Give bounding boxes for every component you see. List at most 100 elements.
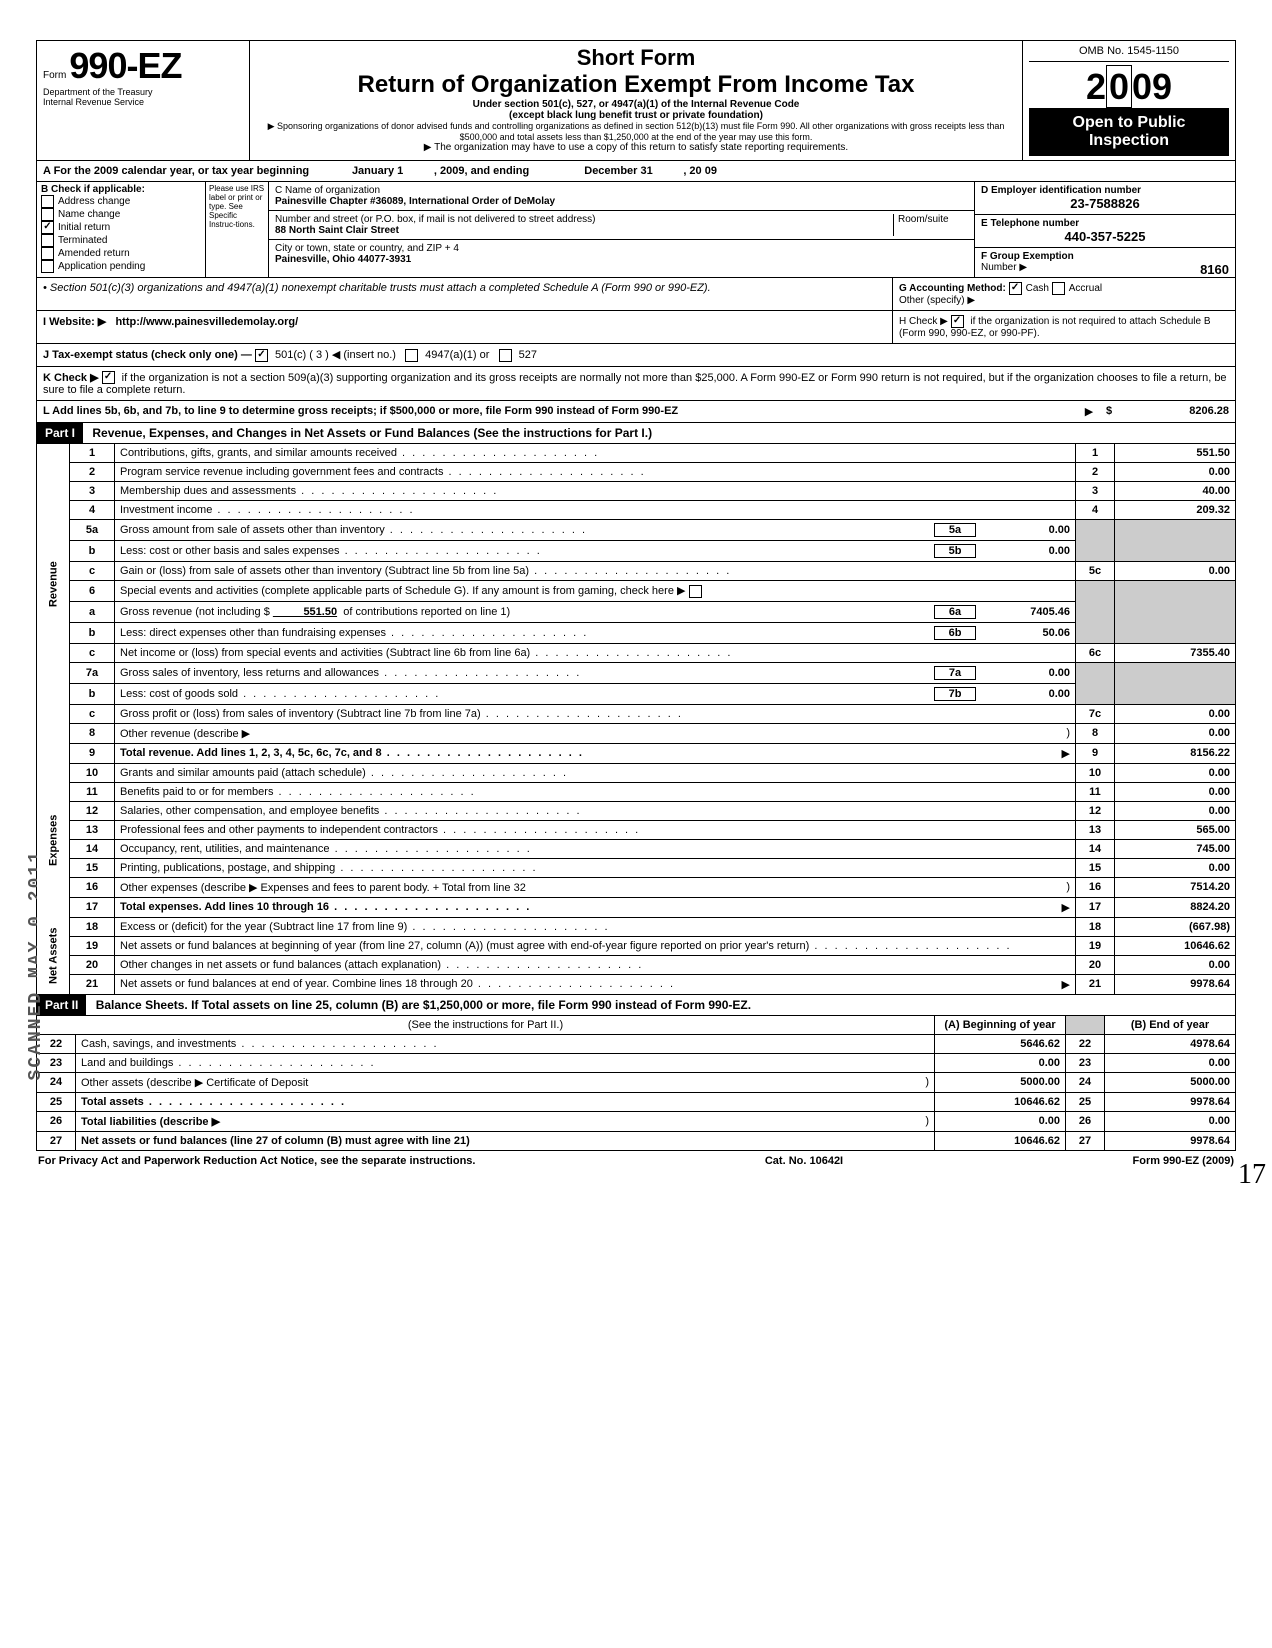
open-public-text: Open to Public [1073,114,1186,131]
cb-initial[interactable] [41,221,54,234]
r23-a: 0.00 [935,1053,1066,1072]
cb-pending[interactable] [41,260,54,273]
l-arrow: ▶ [1079,405,1099,418]
ln-18-desc: Excess or (deficit) for the year (Subtra… [120,921,610,933]
ln-8-val: 0.00 [1115,723,1236,743]
omb-number: OMB No. 1545-1150 [1029,45,1229,62]
part1-table: Revenue 1 Contributions, gifts, grants, … [36,444,1236,995]
cb-gaming[interactable] [689,585,702,598]
header-center: Short Form Return of Organization Exempt… [250,41,1023,160]
r22-b: 4978.64 [1105,1034,1236,1053]
r23-desc: Land and buildings [81,1057,376,1069]
bullet-g-row: • Section 501(c)(3) organizations and 49… [36,278,1236,311]
ln-11-val: 0.00 [1115,782,1236,801]
ln-6c-val: 7355.40 [1115,643,1236,662]
r25-desc: Total assets [81,1096,346,1108]
i-cell: I Website: ▶ http://www.painesvilledemol… [37,311,892,343]
f-cell: F Group Exemption Number ▶ 8160 [975,248,1235,276]
section-bcdef: B Check if applicable: Address change Na… [36,182,1236,278]
ln-5a-bv: 0.00 [980,524,1070,536]
subtitle2: (except black lung benefit trust or priv… [256,110,1016,121]
ln-16-val: 7514.20 [1115,877,1236,897]
footer-privacy: For Privacy Act and Paperwork Reduction … [38,1155,475,1167]
city-label: City or town, state or country, and ZIP … [275,243,968,254]
col-b: B Check if applicable: Address change Na… [37,182,206,277]
ln-1-desc: Contributions, gifts, grants, and simila… [120,447,599,459]
cb-k[interactable] [102,371,115,384]
f-number-label: Number ▶ [981,262,1027,273]
ln-7a-desc: Gross sales of inventory, less returns a… [120,667,930,679]
ln-6b-desc: Less: direct expenses other than fundrai… [120,627,930,639]
cb-cash[interactable] [1009,282,1022,295]
ln-1-box: 1 [1076,444,1115,463]
f-number: 8160 [1200,262,1229,277]
cb-amended[interactable] [41,247,54,260]
cb-j3[interactable] [499,349,512,362]
form-number: 990-EZ [69,45,181,86]
org-name: Painesville Chapter #36089, Internationa… [275,196,968,207]
b-item-2: Initial return [58,222,110,233]
b-item-5: Application pending [58,261,145,272]
h-text1: H Check ▶ [899,316,948,327]
r27-desc: Net assets or fund balances (line 27 of … [81,1135,470,1147]
cb-j2[interactable] [405,349,418,362]
ln-15-desc: Printing, publications, postage, and shi… [120,862,538,874]
f-label: F Group Exemption [981,251,1229,262]
ln-13-desc: Professional fees and other payments to … [120,824,640,836]
cb-address[interactable] [41,195,54,208]
ln-12-val: 0.00 [1115,801,1236,820]
footer-cat: Cat. No. 10642I [765,1155,843,1167]
j-row: J Tax-exempt status (check only one) — 5… [36,344,1236,367]
ln-3-val: 40.00 [1115,482,1236,501]
part2-header: Part II Balance Sheets. If Total assets … [36,995,1236,1016]
street-value: 88 North Saint Clair Street [275,225,889,236]
inspection-text: Inspection [1089,132,1169,149]
ln-16-desc: Other expenses (describe ▶ Expenses and … [120,882,526,894]
ln-20-val: 0.00 [1115,955,1236,974]
i-h-row: I Website: ▶ http://www.painesvilledemol… [36,311,1236,344]
ln-5a-box: 5a [934,523,976,537]
d-cell: D Employer identification number 23-7588… [975,182,1235,215]
r26-desc: Total liabilities (describe ▶ [81,1116,220,1128]
b-label: B Check if applicable: [41,184,201,195]
g-cash: Cash [1026,283,1049,294]
c-city-cell: City or town, state or country, and ZIP … [269,240,974,268]
ln-6a-bv: 7405.46 [980,606,1070,618]
col-c: C Name of organization Painesville Chapt… [269,182,975,277]
r24-a: 5000.00 [935,1072,1066,1092]
footer-form: Form 990-EZ (2009) [1133,1155,1234,1167]
ln-6b-box: 6b [934,626,976,640]
g-label: G Accounting Method: [899,283,1006,294]
ln-10-val: 0.00 [1115,763,1236,782]
ln-20-desc: Other changes in net assets or fund bala… [120,959,643,971]
ln-6b-bv: 50.06 [980,627,1070,639]
ln-10-desc: Grants and similar amounts paid (attach … [120,767,568,779]
side-netassets: Net Assets [37,917,70,994]
form-page: SCANNED MAY 0 2011 Form 990-EZ Departmen… [36,40,1236,1171]
ln-17-arrow: ▶ [1062,901,1070,914]
cb-name[interactable] [41,208,54,221]
k-text: if the organization is not a section 509… [43,372,1227,397]
ln-3-desc: Membership dues and assessments [120,485,498,497]
l-value: 8206.28 [1119,405,1229,418]
cb-h[interactable] [951,315,964,328]
part1-header: Part I Revenue, Expenses, and Changes in… [36,423,1236,444]
city-value: Painesville, Ohio 44077-3931 [275,254,968,265]
street-label: Number and street (or P.O. box, if mail … [275,214,889,225]
ln-7a-bv: 0.00 [980,667,1070,679]
ln-5b-desc: Less: cost or other basis and sales expe… [120,545,930,557]
ln-17-desc: Total expenses. Add lines 10 through 16 [120,901,531,913]
subtitle1: Under section 501(c), 527, or 4947(a)(1)… [256,99,1016,110]
cb-terminated[interactable] [41,234,54,247]
r27-b: 9978.64 [1105,1131,1236,1150]
ln-12-desc: Salaries, other compensation, and employ… [120,805,582,817]
ln-1-num: 1 [70,444,115,463]
cb-accrual[interactable] [1052,282,1065,295]
c-name-cell: C Name of organization Painesville Chapt… [269,182,974,211]
header-right: OMB No. 1545-1150 2009 Open to Public In… [1023,41,1235,160]
c-label: C Name of organization [275,185,968,196]
b-item-1: Name change [58,209,120,220]
phone-value: 440-357-5225 [981,229,1229,244]
cb-j1[interactable] [255,349,268,362]
ln-5b-box: 5b [934,544,976,558]
